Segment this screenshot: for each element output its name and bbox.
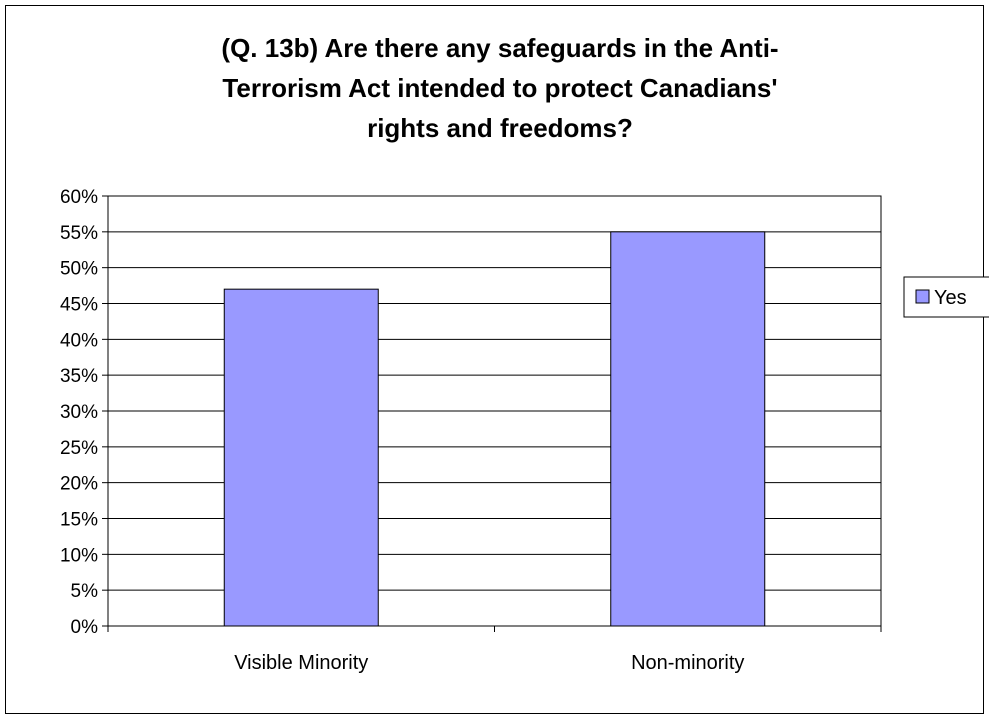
- chart-title-line-1: (Q. 13b) Are there any safeguards in the…: [221, 33, 779, 63]
- chart-frame: [5, 5, 984, 714]
- y-tick-label: 40%: [60, 330, 98, 351]
- y-tick-label: 35%: [60, 366, 98, 387]
- y-tick-label: 15%: [60, 510, 98, 531]
- legend-label: Yes: [934, 287, 967, 309]
- y-tick-label: 25%: [60, 438, 98, 459]
- y-tick-label: 60%: [60, 187, 98, 208]
- y-tick-label: 55%: [60, 223, 98, 244]
- y-tick-label: 0%: [71, 617, 99, 638]
- chart-title: (Q. 13b) Are there any safeguards in the…: [100, 28, 900, 148]
- bar: [610, 231, 766, 627]
- y-tick-label: 20%: [60, 474, 98, 495]
- chart-title-line-3: rights and freedoms?: [367, 113, 633, 143]
- x-category-label: Non-minority: [631, 652, 744, 674]
- y-tick-label: 10%: [60, 545, 98, 566]
- legend-swatch: [915, 289, 930, 304]
- y-tick-label: 5%: [71, 581, 99, 602]
- chart-title-line-2: Terrorism Act intended to protect Canadi…: [222, 73, 778, 103]
- y-tick-label: 50%: [60, 259, 98, 280]
- bar: [223, 288, 379, 627]
- y-tick-label: 45%: [60, 295, 98, 316]
- y-tick-label: 30%: [60, 402, 98, 423]
- x-category-label: Visible Minority: [234, 652, 368, 674]
